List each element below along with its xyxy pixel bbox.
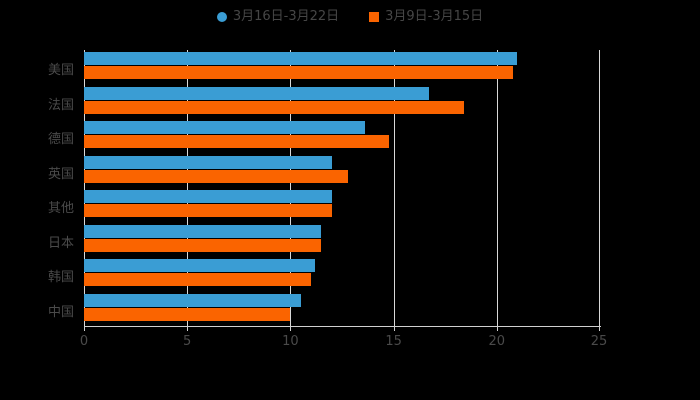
y-axis-label-0: 美国	[47, 63, 74, 79]
bar-6-1[interactable]	[84, 273, 312, 286]
legend-label-series-1: 3月9日-3月15日	[385, 9, 484, 24]
x-axis-tick-15	[393, 326, 395, 331]
y-axis-label-5: 日本	[47, 235, 74, 251]
bar-0-1[interactable]	[84, 66, 514, 79]
chart-legend: 3月16日-3月22日 3月9日-3月15日	[0, 6, 700, 28]
x-axis-tick-20	[496, 326, 498, 331]
plot-area	[84, 50, 600, 326]
y-axis-label-3: 英国	[47, 166, 74, 182]
bar-group-7	[84, 292, 600, 327]
x-axis-labels: 0 5 10 15 20 25	[0, 334, 700, 354]
bar-4-0[interactable]	[84, 190, 332, 203]
y-axis-label-1: 法国	[47, 97, 74, 113]
bar-3-1[interactable]	[84, 169, 349, 183]
bar-3-0[interactable]	[84, 155, 332, 169]
x-axis-label-5: 5	[183, 334, 192, 349]
bar-4-1[interactable]	[84, 204, 332, 217]
x-axis-tick-0	[84, 326, 85, 331]
y-axis-label-2: 德国	[47, 132, 74, 148]
bar-6-0[interactable]	[84, 259, 316, 272]
y-axis-label-6: 韩国	[47, 270, 74, 286]
legend-label-series-0: 3月16日-3月22日	[232, 9, 340, 24]
bar-0-0[interactable]	[84, 52, 518, 65]
bar-group-0	[84, 50, 600, 85]
gridline-x-20	[496, 50, 498, 326]
x-axis-tick-10	[290, 326, 292, 331]
bar-group-4	[84, 188, 600, 223]
y-axis-label-4: 其他	[47, 201, 74, 217]
x-axis-label-20: 20	[488, 334, 506, 349]
gridline-x-25	[599, 50, 600, 326]
bar-2-1[interactable]	[84, 135, 390, 148]
gridline-x-10	[290, 50, 292, 326]
bar-1-1[interactable]	[84, 100, 464, 114]
legend-entry-series-0[interactable]: 3月16日-3月22日	[216, 9, 340, 24]
x-axis-label-15: 15	[385, 334, 402, 349]
legend-entry-series-1[interactable]: 3月9日-3月15日	[369, 10, 483, 24]
legend-marker-square-icon	[369, 12, 380, 22]
bar-5-1[interactable]	[84, 238, 322, 252]
bar-7-0[interactable]	[84, 293, 301, 307]
x-axis-tick-25	[599, 326, 600, 331]
gridline-x-5	[187, 50, 189, 326]
bar-group-2	[84, 119, 600, 154]
bar-group-1	[84, 85, 600, 120]
bar-group-5	[84, 223, 600, 258]
bar-group-3	[84, 154, 600, 189]
bar-group-6	[84, 257, 600, 292]
x-axis-label-25: 25	[590, 334, 608, 349]
gridline-x-15	[393, 50, 395, 326]
gridline-x-0	[84, 50, 85, 326]
bar-5-0[interactable]	[84, 224, 322, 238]
bar-1-0[interactable]	[84, 86, 429, 100]
y-axis-label-7: 中国	[47, 304, 74, 320]
x-axis-tick-5	[187, 326, 189, 331]
x-axis-label-10: 10	[282, 334, 299, 349]
bar-7-1[interactable]	[84, 307, 291, 321]
x-axis-label-0: 0	[79, 334, 89, 349]
x-axis-line	[84, 326, 601, 327]
legend-marker-circle-icon	[216, 12, 227, 22]
bar-2-0[interactable]	[84, 121, 365, 134]
